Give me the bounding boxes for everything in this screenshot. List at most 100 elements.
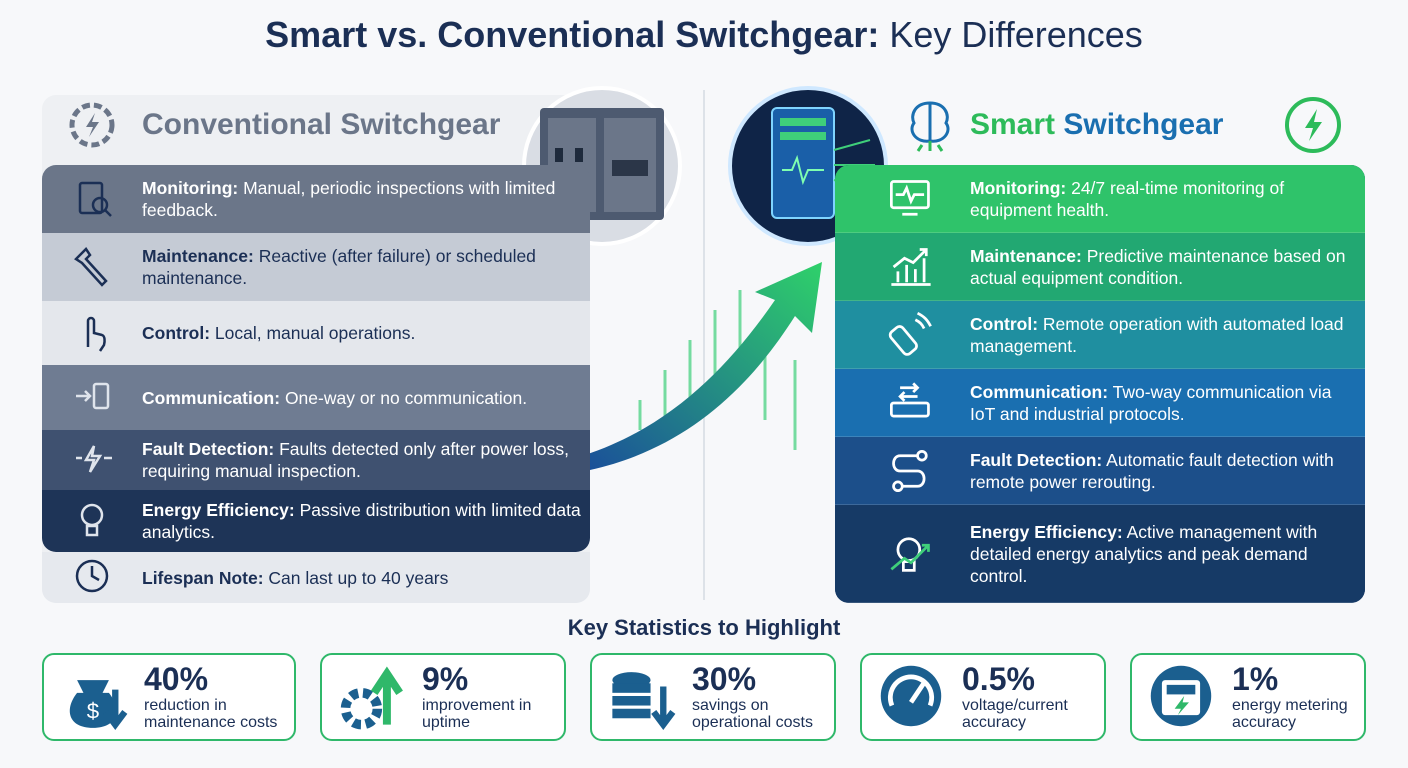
icon-part	[1174, 696, 1189, 716]
icon-stroke	[74, 247, 108, 287]
row-description: Can last up to 40 years	[268, 567, 449, 588]
row-icon	[75, 559, 109, 593]
icon-stroke	[90, 566, 100, 582]
row-description: One-way or no communication.	[284, 387, 528, 408]
row-label: Energy Efficiency:	[970, 521, 1123, 542]
row-description: Local, manual operations.	[214, 323, 416, 343]
row-text: Communication: One-way or no communicati…	[142, 387, 582, 409]
icon-stroke	[891, 247, 931, 286]
smart-row: Control: Remote operation with automated…	[835, 301, 1365, 369]
icon-stroke	[898, 381, 920, 402]
stat-icon	[1150, 665, 1212, 727]
stat-value: 0.5%	[962, 661, 1035, 697]
row-label: Monitoring:	[970, 177, 1067, 198]
smart-row: Fault Detection: Automatic fault detecti…	[835, 437, 1365, 505]
row-icon	[890, 381, 930, 417]
smart-word: Smart	[970, 108, 1056, 141]
row-description: Reactive (after failure) or scheduled ma…	[142, 246, 536, 288]
icon-stroke	[86, 316, 106, 352]
conventional-row: Fault Detection: Faults detected only af…	[42, 430, 590, 490]
brain	[910, 101, 950, 143]
row-label: Monitoring:	[142, 178, 239, 198]
meter	[612, 160, 648, 176]
icon-part	[370, 666, 403, 725]
bolt-icon	[1285, 97, 1341, 153]
row-text: Control: Remote operation with automated…	[970, 313, 1355, 357]
row-icon	[76, 445, 112, 473]
stat-label: voltage/current accuracy	[962, 697, 1068, 731]
row-text: Energy Efficiency: Passive distribution …	[142, 499, 582, 543]
stat-card: 30% savings on operational costs	[590, 653, 836, 741]
row-description: Manual, periodic inspections with limite…	[142, 178, 556, 220]
conventional-row: Control: Local, manual operations.	[42, 301, 590, 365]
conventional-row: Maintenance: Reactive (after failure) or…	[42, 233, 590, 301]
stats-heading: Key Statistics to Highlight	[567, 615, 841, 640]
gear-icon	[69, 102, 115, 148]
conventional-title: Conventional Switchgear	[142, 108, 501, 141]
title: Smart vs. Conventional Switchgear: Key D…	[0, 14, 1408, 56]
icon-stroke	[104, 209, 112, 217]
row-label: Fault Detection:	[142, 439, 275, 459]
title-bold: Smart vs. Conventional Switchgear:	[265, 14, 880, 55]
stat-value: 1%	[1232, 661, 1279, 697]
icon-part	[1166, 684, 1196, 695]
row-description: Active management with detailed energy a…	[970, 521, 1318, 586]
switchgear-word: Switchgear	[1063, 108, 1224, 141]
icon-stroke	[914, 311, 932, 329]
icon-part	[612, 683, 651, 693]
conventional-row: Energy Efficiency: Passive distribution …	[42, 490, 590, 552]
row-text: Energy Efficiency: Active management wit…	[970, 521, 1355, 587]
circuit	[916, 141, 944, 152]
row-description: Automatic fault detection with remote po…	[970, 449, 1334, 492]
smart-row: Maintenance: Predictive maintenance base…	[835, 233, 1365, 301]
icon-stroke	[76, 389, 92, 402]
stat-icon: $	[69, 680, 128, 730]
row-description: Two-way communication via IoT and indust…	[970, 381, 1332, 424]
stat-icon	[340, 666, 403, 730]
title-regular: Key Differences	[889, 14, 1143, 55]
row-text: Lifespan Note: Can last up to 40 years	[142, 567, 582, 589]
ring	[1285, 97, 1341, 153]
pulse	[782, 154, 824, 186]
switch	[575, 148, 583, 162]
stat-icon	[612, 672, 676, 730]
stat-card: 9% improvement in uptime	[320, 653, 566, 741]
stat-card: 0.5% voltage/current accuracy	[860, 653, 1106, 741]
icon-stroke	[916, 449, 928, 461]
row-label: Communication:	[142, 387, 281, 408]
row-icon	[890, 536, 930, 572]
row-icon	[76, 382, 110, 409]
row-text: Control: Local, manual operations.	[142, 322, 582, 344]
icon-part	[612, 696, 651, 706]
smart-row: Monitoring: 24/7 real-time monitoring of…	[835, 165, 1365, 233]
row-icon	[86, 316, 106, 352]
icon-stroke	[892, 480, 904, 492]
gear	[69, 102, 115, 148]
smart-row: Communication: Two-way communication via…	[835, 369, 1365, 437]
row-text: Fault Detection: Automatic fault detecti…	[970, 449, 1355, 493]
stat-value: 30%	[692, 661, 757, 697]
bolt	[86, 113, 99, 137]
row-icon	[891, 247, 931, 286]
conventional-row: Communication: One-way or no communicati…	[42, 365, 590, 430]
icon-part	[909, 681, 926, 704]
switch	[555, 148, 563, 162]
lifespan-note: Lifespan Note: Can last up to 40 years	[42, 552, 590, 603]
server	[771, 107, 875, 219]
row-label: Maintenance:	[970, 245, 1082, 266]
icon-part	[340, 688, 383, 730]
icon-part	[651, 686, 676, 730]
stat-label: reduction in maintenance costs	[144, 697, 278, 731]
icon-stroke	[895, 184, 925, 216]
icon-part	[612, 708, 651, 719]
icon-part	[103, 689, 128, 730]
row-description: Passive distribution with limited data a…	[142, 500, 581, 542]
row-text: Communication: Two-way communication via…	[970, 381, 1355, 425]
icon-stroke	[890, 401, 930, 417]
row-icon	[78, 181, 112, 217]
smart-row: Energy Efficiency: Active management wit…	[835, 505, 1365, 603]
icon-stroke	[80, 503, 104, 527]
row-text: Monitoring: Manual, periodic inspections…	[142, 177, 582, 221]
icon-stroke	[91, 196, 109, 214]
